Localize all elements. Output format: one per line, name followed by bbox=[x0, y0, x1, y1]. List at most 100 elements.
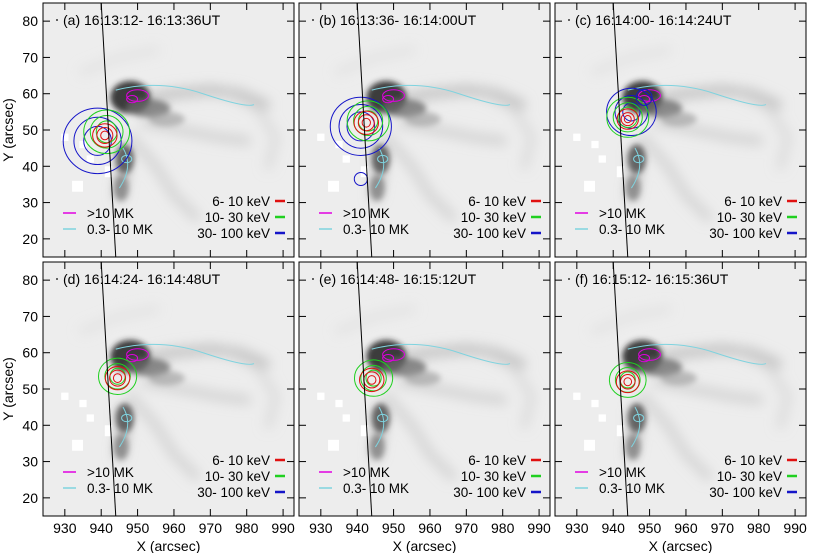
tick-marks bbox=[555, 3, 806, 257]
green-source-contour-2 bbox=[360, 364, 387, 392]
y-tick-label: 30 bbox=[22, 454, 38, 470]
x-tick-label: 970 bbox=[455, 520, 479, 536]
x-tick-label: 990 bbox=[271, 520, 295, 536]
legend-label-energy: 6- 10 keV bbox=[724, 453, 782, 468]
green-source-contour-2 bbox=[89, 114, 124, 149]
legend-label-energy: 10- 30 keV bbox=[461, 469, 526, 484]
panel-title: (c) 16:14:00- 16:14:24UT bbox=[575, 12, 732, 28]
hot-contour-inner bbox=[638, 95, 651, 104]
euv-white-patches bbox=[61, 392, 113, 451]
legend-label-energy: 10- 30 keV bbox=[717, 210, 782, 225]
blue-source-contour-2 bbox=[338, 104, 384, 149]
blue-source-contour-2 bbox=[73, 116, 122, 166]
panel-title: (f) 16:15:12- 16:15:36UT bbox=[575, 271, 729, 287]
solar-limb-line bbox=[100, 3, 117, 257]
hxr-contours bbox=[353, 359, 394, 397]
legend-label-temperature: 0.3- 10 MK bbox=[87, 481, 153, 496]
warm-contour-loop bbox=[115, 343, 255, 365]
euv-white-patches bbox=[573, 392, 625, 451]
solar-limb-line bbox=[612, 262, 629, 516]
green-source-contour-2 bbox=[104, 363, 131, 390]
y-axis-title: Y (arcsec) bbox=[0, 357, 16, 421]
panel-marker-dot bbox=[568, 278, 570, 280]
y-tick-label: 80 bbox=[22, 13, 38, 29]
legend-label-energy: 30- 100 keV bbox=[709, 485, 782, 500]
green-source-contour-1 bbox=[353, 359, 394, 397]
warm-contour-blob bbox=[121, 413, 133, 423]
x-tick-label: 960 bbox=[418, 520, 442, 536]
y-tick-label: 50 bbox=[22, 381, 38, 397]
red-source-contour-3 bbox=[367, 375, 377, 385]
legend-label-energy: 6- 10 keV bbox=[212, 194, 270, 209]
hot-contour bbox=[382, 348, 405, 361]
panel-title: (b) 16:13:36- 16:14:00UT bbox=[319, 12, 477, 28]
euv-core bbox=[110, 339, 185, 460]
hot-contour bbox=[382, 89, 405, 102]
warm-contour-loop bbox=[627, 84, 767, 106]
x-tick-label: 960 bbox=[674, 520, 698, 536]
y-tick-label: 20 bbox=[22, 231, 38, 247]
warm-contour-leg bbox=[630, 406, 641, 448]
x-tick-label: 930 bbox=[565, 520, 589, 536]
warm-contour-blob bbox=[633, 154, 645, 164]
green-source-contour-3 bbox=[95, 120, 118, 144]
hot-contour bbox=[126, 89, 149, 102]
x-tick-label: 940 bbox=[346, 520, 370, 536]
y-tick-label: 70 bbox=[22, 49, 38, 65]
hot-contour-inner bbox=[382, 95, 395, 104]
y-tick-label: 40 bbox=[22, 417, 38, 433]
hxr-contours bbox=[62, 107, 133, 175]
blue-source-contour-1 bbox=[62, 107, 133, 175]
x-tick-label: 960 bbox=[162, 520, 186, 536]
panel-title: (d) 16:14:24- 16:14:48UT bbox=[63, 271, 221, 287]
legend-label-temperature: >10 MK bbox=[599, 206, 646, 221]
temperature-contours bbox=[371, 84, 511, 189]
x-tick-label: 950 bbox=[126, 520, 150, 536]
hot-contour bbox=[126, 348, 149, 361]
legend-label-temperature: >10 MK bbox=[343, 206, 390, 221]
legend-label-temperature: >10 MK bbox=[87, 206, 134, 221]
temperature-contours bbox=[115, 343, 255, 448]
y-tick-label: 30 bbox=[22, 195, 38, 211]
legend-label-energy: 30- 100 keV bbox=[453, 226, 526, 241]
legend-label-temperature: >10 MK bbox=[87, 465, 134, 480]
red-source-contour-1 bbox=[359, 367, 385, 393]
x-tick-label: 990 bbox=[527, 520, 551, 536]
warm-contour-blob bbox=[633, 413, 645, 423]
red-source-contour-3 bbox=[361, 117, 371, 128]
panel-f: (f) 16:15:12- 16:15:36UT >10 MK0.3- 10 MK… bbox=[554, 261, 807, 517]
red-source-contour-1 bbox=[92, 123, 118, 148]
green-source-contour-2 bbox=[353, 105, 384, 136]
y-tick-label: 50 bbox=[22, 122, 38, 138]
legend-label-temperature: 0.3- 10 MK bbox=[87, 222, 153, 237]
tick-marks bbox=[299, 262, 550, 516]
panel-d: (d) 16:14:24- 16:14:48UT >10 MK0.3- 10 MK… bbox=[42, 261, 295, 517]
warm-contour-blob bbox=[121, 154, 133, 164]
legend-label-temperature: 0.3- 10 MK bbox=[343, 222, 409, 237]
warm-contour-leg bbox=[374, 406, 385, 448]
red-source-contour-1 bbox=[615, 370, 640, 394]
solar-limb-line bbox=[100, 262, 117, 516]
x-tick-label: 940 bbox=[602, 520, 626, 536]
green-source-contour-1 bbox=[606, 96, 650, 138]
red-source-contour-2 bbox=[357, 114, 375, 132]
blue-source-contour-extra bbox=[635, 88, 653, 106]
warm-contour-leg bbox=[118, 406, 129, 448]
warm-contour-blob bbox=[377, 154, 389, 164]
tick-marks bbox=[299, 3, 550, 257]
legend-label-energy: 30- 100 keV bbox=[197, 226, 270, 241]
panel-title: (e) 16:14:48- 16:15:12UT bbox=[319, 271, 477, 287]
legend-label-energy: 6- 10 keV bbox=[212, 453, 270, 468]
x-tick-label: 980 bbox=[491, 520, 515, 536]
temperature-contours bbox=[115, 84, 255, 189]
solar-limb-line bbox=[356, 3, 373, 257]
tick-marks bbox=[43, 3, 294, 257]
panel-c: (c) 16:14:00- 16:14:24UT >10 MK0.3- 10 MK… bbox=[554, 2, 807, 258]
x-axis-title: X (arcsec) bbox=[649, 538, 713, 553]
legend-label-temperature: 0.3- 10 MK bbox=[599, 481, 665, 496]
y-tick-label: 40 bbox=[22, 158, 38, 174]
hot-contour-inner bbox=[126, 95, 139, 104]
legend-label-energy: 10- 30 keV bbox=[461, 210, 526, 225]
hot-contour bbox=[638, 348, 661, 361]
